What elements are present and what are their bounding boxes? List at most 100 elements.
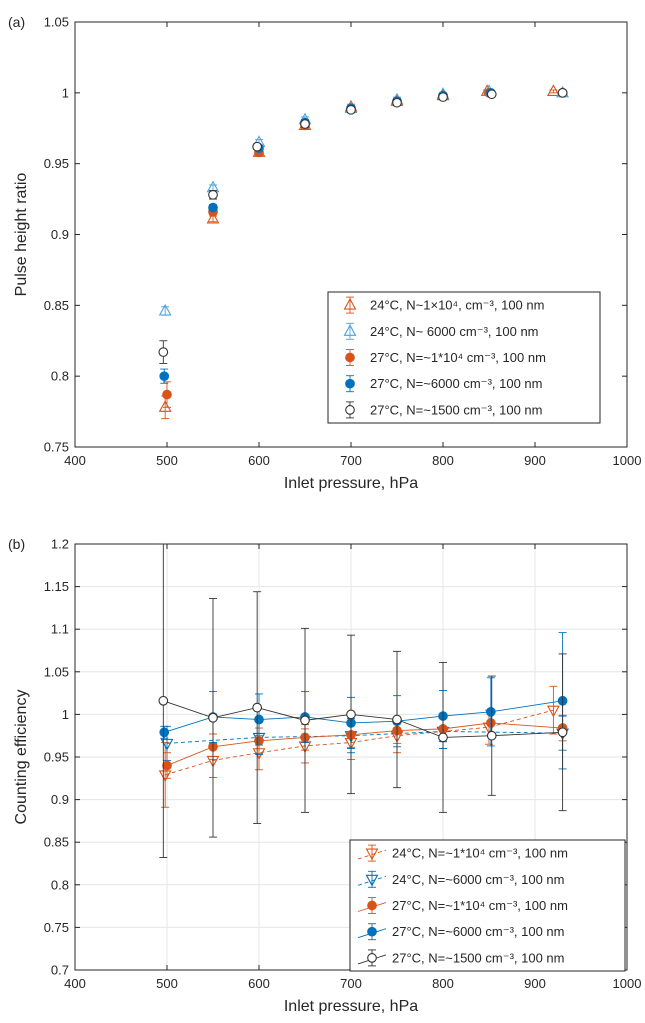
panel-label: (b) [8, 536, 25, 552]
x-axis-label: Inlet pressure, hPa [284, 998, 418, 1015]
legend-label: 24°C, N~1×10⁴, cm⁻³, 100 nm [370, 298, 544, 313]
y-tick-label: 1.1 [51, 622, 69, 637]
data-point [300, 119, 310, 129]
data-point [346, 104, 356, 115]
y-tick-label: 0.75 [44, 440, 69, 455]
legend-label: 27°C, N=~1500 cm⁻³, 100 nm [370, 402, 542, 417]
data-point [252, 702, 263, 713]
legend-item: 24°C, N=~6000 cm⁻³, 100 nm [357, 870, 564, 888]
legend-label: 27°C, N=~1500 cm⁻³, 100 nm [392, 950, 564, 965]
data-point [158, 303, 172, 316]
x-tick-label: 700 [340, 976, 362, 991]
series-5 [158, 543, 568, 858]
legend-item: 24°C, N~1×10⁴, cm⁻³, 100 nm [343, 296, 544, 314]
legend-item: 27°C, N=~6000 cm⁻³, 100 nm [345, 375, 542, 393]
x-tick-label: 500 [156, 453, 178, 468]
panel-b-counting-efficiency: 400 500 600 700 800 900 1000 0.7 0.75 0.8 0.85 0.9 0… [8, 536, 641, 1015]
data-point [392, 97, 402, 108]
data-point [158, 695, 169, 706]
x-tick-label: 800 [432, 453, 454, 468]
legend-line [357, 849, 387, 860]
legend: 24°C, N=~1*10⁴ cm⁻³, 100 nm 24°C, N=~6000… [349, 839, 626, 972]
y-tick-label: 1 [62, 85, 69, 100]
legend-line [357, 875, 387, 886]
data-point [159, 371, 170, 382]
y-tick-label: 1.15 [44, 579, 69, 594]
y-axis-label: Counting efficiency [13, 690, 30, 825]
x-tick-label: 400 [64, 453, 86, 468]
data-point [208, 202, 218, 213]
x-tick-label: 500 [156, 976, 178, 991]
y-tick-label: 1.05 [44, 15, 69, 30]
y-tick-label: 0.9 [51, 227, 69, 242]
data-point [486, 730, 497, 741]
data-point [206, 211, 220, 224]
legend-label: 24°C, N~ 6000 cm⁻³, 100 nm [370, 324, 539, 339]
legend-item: 27°C, N=~1*10⁴ cm⁻³, 100 nm [357, 897, 568, 914]
data-point [252, 141, 263, 152]
data-point [162, 760, 172, 771]
x-tick-label: 900 [524, 976, 546, 991]
data-point [208, 712, 218, 723]
y-tick-label: 0.85 [44, 298, 69, 313]
x-tick-label: 800 [432, 976, 454, 991]
x-tick-label: 900 [524, 453, 546, 468]
x-tick-label: 400 [64, 976, 86, 991]
data-point [546, 84, 560, 96]
y-tick-label: 0.8 [51, 877, 69, 892]
data-point [158, 400, 172, 412]
legend-item: 24°C, N=~1*10⁴ cm⁻³, 100 nm [357, 844, 568, 862]
legend-label: 27°C, N=~1*10⁴ cm⁻³, 100 nm [370, 350, 546, 365]
y-tick-label: 1 [62, 707, 69, 722]
x-tick-label: 700 [340, 453, 362, 468]
legend-label: 24°C, N=~6000 cm⁻³, 100 nm [392, 872, 564, 887]
y-tick-label: 0.85 [44, 835, 69, 850]
legend-label: 27°C, N=~6000 cm⁻³, 100 nm [392, 924, 564, 939]
data-point [162, 389, 172, 400]
legend-box [327, 291, 601, 424]
data-point [208, 189, 218, 200]
x-tick-label: 600 [248, 453, 270, 468]
legend-marker [367, 900, 377, 911]
legend-marker [343, 297, 357, 310]
data-point [485, 706, 496, 717]
data-point [160, 738, 174, 751]
y-tick-label: 0.7 [51, 963, 69, 978]
data-point [392, 714, 402, 725]
data-point [557, 87, 568, 98]
panel-a-pulse-height-ratio: 400 500 600 700 800 900 1000 0.75 0.8 0.85 0.9 0.95… [8, 14, 641, 492]
y-axis-label: Pulse height ratio [13, 173, 30, 297]
x-tick-label: 1000 [613, 453, 642, 468]
legend-marker [345, 378, 355, 389]
legend-marker [343, 324, 357, 336]
legend-item: 27°C, N=~1500 cm⁻³, 100 nm [357, 949, 564, 967]
legend-label: 27°C, N=~6000 cm⁻³, 100 nm [370, 376, 542, 391]
legend-label: 27°C, N=~1*10⁴ cm⁻³, 100 nm [392, 898, 568, 913]
x-tick-label: 1000 [613, 976, 642, 991]
y-tick-label: 0.95 [44, 156, 69, 171]
legend-marker [365, 874, 379, 887]
data-point [486, 89, 497, 100]
data-point [438, 92, 448, 102]
legend-item: 27°C, N=~1500 cm⁻³, 100 nm [345, 401, 542, 419]
data-point [159, 727, 170, 738]
data-point [158, 347, 169, 357]
legend-marker [345, 352, 355, 363]
legend-label: 24°C, N=~1*10⁴ cm⁻³, 100 nm [392, 846, 568, 861]
y-tick-label: 0.9 [51, 792, 69, 807]
legend-marker [345, 405, 355, 415]
y-tick-label: 0.8 [51, 369, 69, 384]
data-point [254, 714, 264, 725]
data-point [557, 727, 568, 738]
data-point [346, 709, 356, 720]
x-tick-label: 600 [248, 976, 270, 991]
legend-item: 27°C, N=~6000 cm⁻³, 100 nm [357, 923, 564, 941]
y-tick-label: 0.75 [44, 920, 69, 935]
series-5 [158, 87, 568, 364]
data-point [546, 705, 560, 718]
y-tick-label: 1.2 [51, 537, 69, 552]
legend: 24°C, N~1×10⁴, cm⁻³, 100 nm 24°C, N~ 6000… [327, 291, 601, 424]
y-tick-label: 0.95 [44, 750, 69, 765]
data-point [300, 715, 310, 726]
x-axis-label: Inlet pressure, hPa [284, 475, 418, 492]
